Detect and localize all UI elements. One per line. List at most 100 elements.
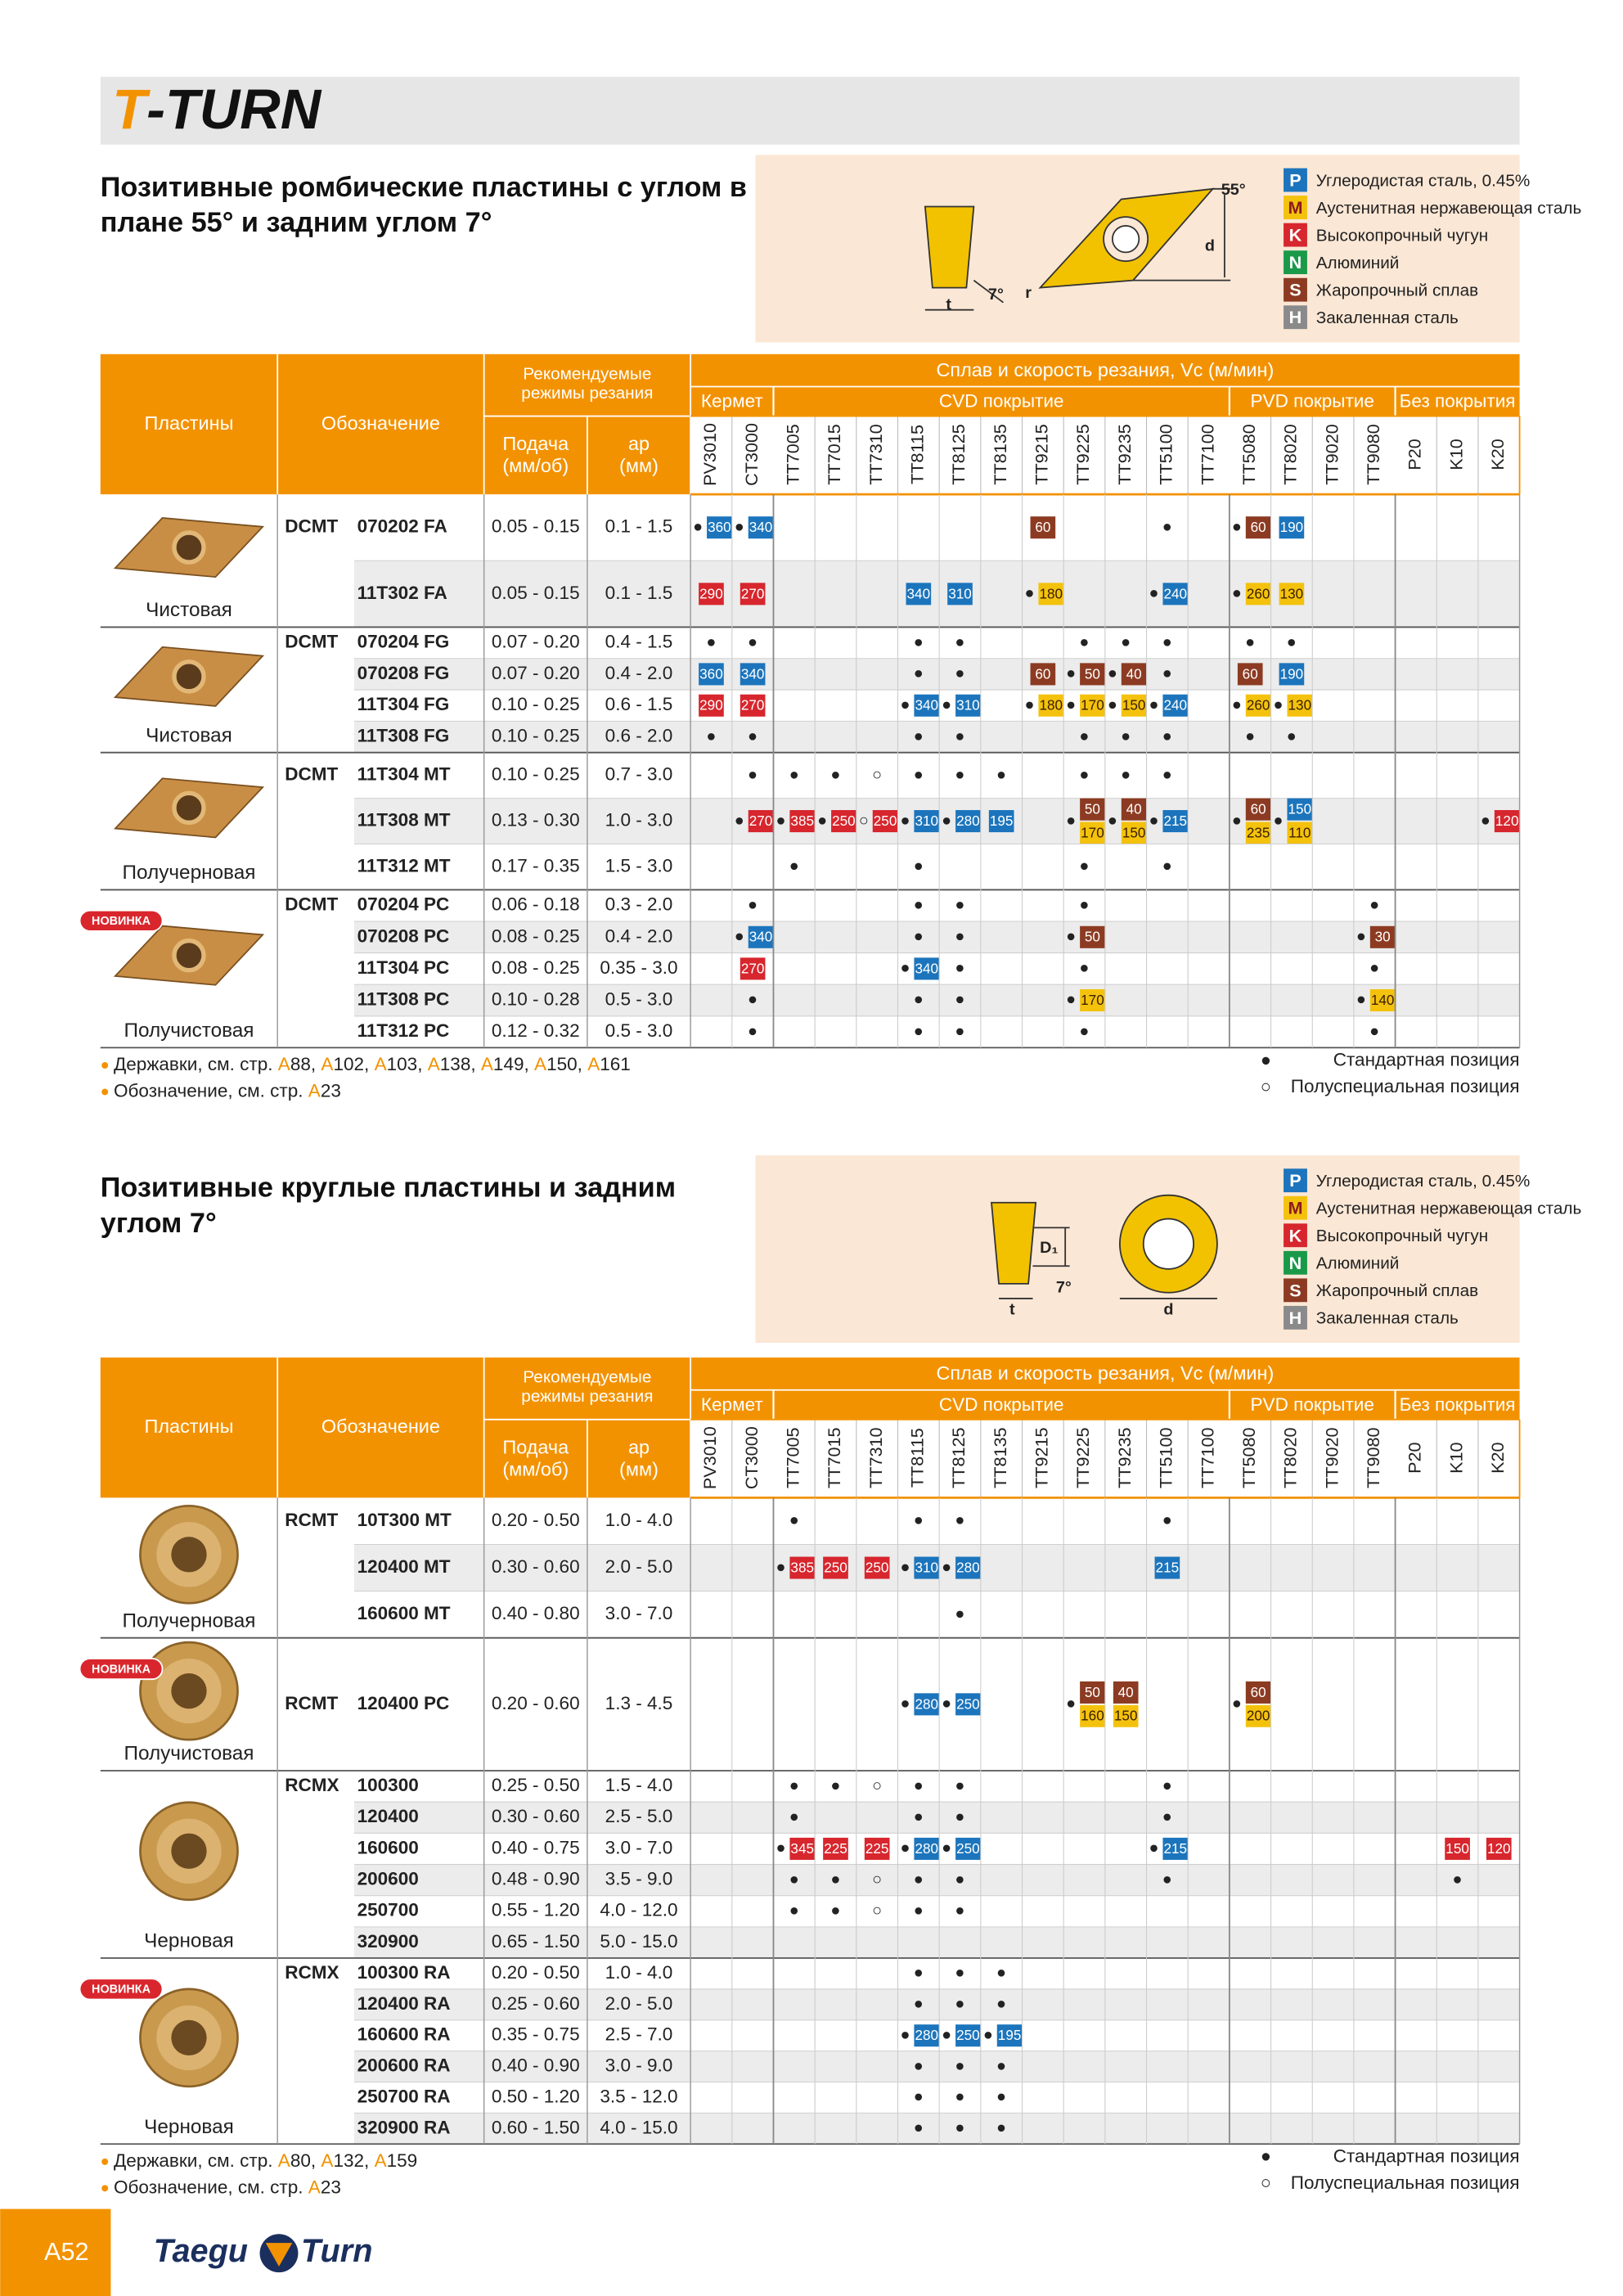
depth-range: 2.0 - 5.0 <box>605 1993 673 2014</box>
availability-mark: ● <box>1453 1871 1463 1889</box>
speed-value: 150 <box>1122 697 1146 714</box>
availability-mark: ● <box>955 633 965 651</box>
row-stripe <box>353 2051 1520 2082</box>
availability-mark: ● <box>955 664 965 682</box>
availability-mark: ● <box>1287 727 1297 745</box>
speed-value: 290 <box>699 585 723 601</box>
availability-mark: ○ <box>872 766 882 784</box>
insert-code: 100300 <box>357 1775 419 1795</box>
page-number-block <box>0 2208 111 2296</box>
speed-value: 195 <box>990 813 1014 829</box>
row-stripe <box>353 1988 1520 2020</box>
speed-value: 290 <box>699 697 723 714</box>
depth-range: 5.0 - 15.0 <box>600 1931 677 1952</box>
availability-mark: ● <box>942 1695 951 1713</box>
speed-value: 250 <box>956 2027 980 2043</box>
legend-symbol: ● <box>1261 1049 1271 1069</box>
insert-drawing <box>991 1194 1218 1299</box>
feed-range: 0.25 - 0.60 <box>492 1993 580 2014</box>
availability-mark: ● <box>1149 696 1159 714</box>
insert-code: 070208 FG <box>357 663 450 683</box>
depth-range: 1.0 - 3.0 <box>605 810 673 831</box>
availability-mark: ● <box>955 928 965 946</box>
speed-value: 310 <box>948 585 972 601</box>
availability-mark: ● <box>789 1511 799 1529</box>
grade-name: TT8020 <box>1280 1427 1301 1488</box>
new-badge <box>79 909 164 932</box>
section-title: Позитивные круглые пластины и задним угл… <box>100 1173 677 1240</box>
speed-badge <box>864 1556 890 1579</box>
availability-mark: ● <box>1162 727 1172 745</box>
availability-mark: ● <box>1356 928 1366 946</box>
availability-mark: ● <box>1080 1022 1090 1040</box>
speed-value: 180 <box>1039 697 1063 714</box>
ap-header: ap (мм) <box>619 431 659 476</box>
speed-badge <box>699 663 724 686</box>
grade-name: TT7100 <box>1197 1427 1217 1488</box>
availability-mark: ● <box>1232 812 1242 830</box>
note: Державки, см. стр. A80, A132, A159 <box>114 2150 417 2171</box>
insert-code: 120400 PC <box>357 1693 450 1713</box>
availability-mark: ● <box>789 858 799 876</box>
availability-mark: ● <box>1025 584 1035 602</box>
availability-mark: ● <box>1025 696 1035 714</box>
speed-value: 270 <box>741 960 765 976</box>
availability-mark: ● <box>942 696 951 714</box>
material-swatch <box>1284 1168 1307 1193</box>
insert-code: 160600 <box>357 1837 419 1857</box>
insert-code: 070204 FG <box>357 632 450 652</box>
legend-text: Стандартная позиция <box>1333 2145 1520 2166</box>
speed-value: 340 <box>915 697 938 714</box>
insert-series: DCMT <box>285 764 338 785</box>
availability-mark: ● <box>914 2088 924 2106</box>
availability-mark: ● <box>748 727 758 745</box>
availability-mark: ● <box>1232 584 1242 602</box>
feed-range: 0.08 - 0.25 <box>492 925 580 946</box>
header-bar <box>100 76 1520 145</box>
material-code: H <box>1289 1308 1302 1328</box>
brand-right: Turn <box>301 2233 372 2269</box>
speed-badge <box>1030 516 1056 539</box>
speed-value: 170 <box>1081 824 1104 840</box>
grade-group-box: Кермет <box>701 391 763 412</box>
feed-range: 0.10 - 0.25 <box>492 694 580 714</box>
note-bullet <box>101 1062 109 1069</box>
new-badge <box>79 1658 164 1681</box>
speed-badge <box>914 2024 940 2047</box>
feed-range: 0.07 - 0.20 <box>492 632 580 652</box>
operation-label: Чистовая <box>146 724 232 746</box>
feed-range: 0.40 - 0.80 <box>492 1603 580 1623</box>
speed-badge <box>1038 583 1064 606</box>
speed-value: 150 <box>1122 824 1146 840</box>
speed-value: 190 <box>1280 519 1304 535</box>
speed-value: 310 <box>956 697 980 714</box>
availability-mark: ● <box>735 518 744 536</box>
insert-drawing <box>924 187 1231 311</box>
feed-range: 0.40 - 0.90 <box>492 2055 580 2076</box>
speed-value: 260 <box>1247 585 1270 601</box>
availability-mark: ● <box>955 896 965 914</box>
speed-value: 50 <box>1085 929 1100 945</box>
grade-name: P20 <box>1405 1442 1425 1473</box>
availability-mark: ● <box>748 633 758 651</box>
availability-mark: ● <box>955 1808 965 1826</box>
depth-range: 0.5 - 3.0 <box>605 988 673 1009</box>
speed-badge <box>1287 798 1313 821</box>
feed-range: 0.20 - 0.60 <box>492 1693 580 1713</box>
material-swatch <box>1284 1223 1307 1248</box>
feed-range: 0.07 - 0.20 <box>492 663 580 683</box>
logo: T-TURN <box>112 78 321 141</box>
grade-name: TT9215 <box>1032 424 1052 485</box>
speed-value: 340 <box>907 585 931 601</box>
speed-value: 250 <box>832 813 856 829</box>
availability-mark: ● <box>955 766 965 784</box>
availability-mark: ● <box>942 1558 951 1576</box>
figure-label: d <box>1205 236 1215 254</box>
availability-mark: ● <box>914 633 924 651</box>
grade-name: TT9080 <box>1363 1427 1383 1488</box>
speed-value: 150 <box>1288 801 1312 817</box>
feed-header-box: Подача (мм/об) <box>502 432 569 476</box>
depth-range: 0.5 - 3.0 <box>605 1020 673 1041</box>
availability-mark: ● <box>1080 727 1090 745</box>
